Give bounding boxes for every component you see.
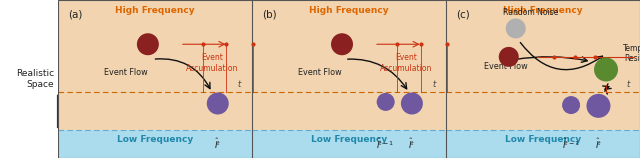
Text: $t$: $t$ [626, 78, 631, 89]
Ellipse shape [562, 96, 580, 114]
Bar [252, 130, 446, 158]
Text: (c): (c) [456, 9, 470, 19]
Text: Random Noise: Random Noise [502, 8, 558, 17]
Text: $\hat{I}^{t-1}$: $\hat{I}^{t-1}$ [562, 137, 580, 151]
Ellipse shape [137, 33, 159, 55]
Ellipse shape [401, 92, 423, 115]
Text: Event Flow: Event Flow [484, 62, 527, 71]
Ellipse shape [594, 58, 618, 82]
Text: Event
Accumulation: Event Accumulation [186, 54, 238, 73]
Text: Event
Accumulation: Event Accumulation [380, 54, 432, 73]
Text: (a): (a) [68, 9, 83, 19]
Text: High Frequency: High Frequency [309, 6, 388, 15]
Ellipse shape [499, 47, 519, 67]
Text: (b): (b) [262, 9, 277, 19]
Text: $t$: $t$ [237, 78, 243, 89]
Text: $\hat{I}^{t-1}$: $\hat{I}^{t-1}$ [376, 137, 395, 151]
Text: Realistic
Space: Realistic Space [16, 69, 54, 89]
Text: $\hat{I}^t$: $\hat{I}^t$ [595, 137, 602, 151]
Text: $\hat{I}^t$: $\hat{I}^t$ [408, 137, 415, 151]
Text: Event Flow: Event Flow [298, 68, 342, 77]
Ellipse shape [506, 18, 525, 38]
Ellipse shape [586, 94, 611, 118]
Text: High Frequency: High Frequency [115, 6, 195, 15]
Text: Low Frequency: Low Frequency [310, 135, 387, 144]
Bar [252, 0, 446, 130]
Ellipse shape [331, 33, 353, 55]
Ellipse shape [377, 93, 395, 111]
Text: $t$: $t$ [431, 78, 437, 89]
Bar [58, 130, 252, 158]
Bar [446, 130, 640, 158]
Bar [58, 0, 252, 130]
Text: $\hat{I}^t$: $\hat{I}^t$ [214, 137, 221, 151]
Ellipse shape [207, 92, 228, 115]
Text: Temporal
Residual: Temporal Residual [623, 44, 640, 63]
Text: Event Flow: Event Flow [104, 68, 148, 77]
Text: Low Frequency: Low Frequency [116, 135, 193, 144]
Text: High Frequency: High Frequency [503, 6, 583, 15]
Bar [446, 0, 640, 130]
Text: Low Frequency: Low Frequency [505, 135, 581, 144]
